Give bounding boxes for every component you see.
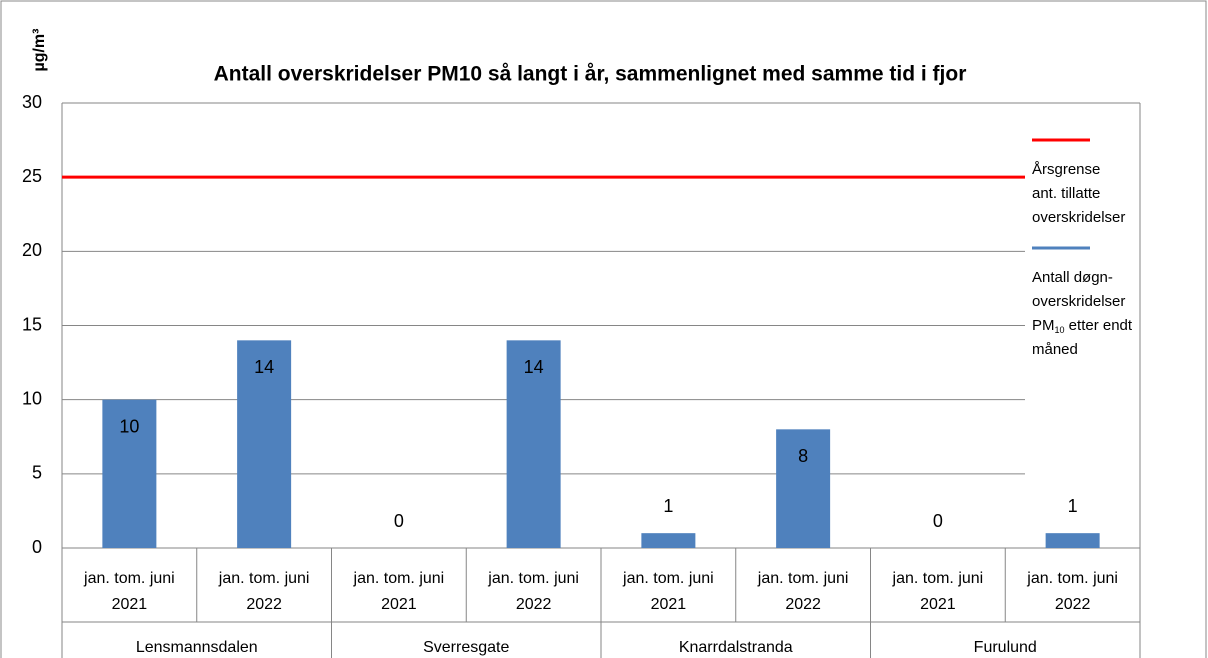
legend-label-part: PM xyxy=(1032,317,1055,334)
group-label: Furulund xyxy=(974,639,1037,656)
bar xyxy=(102,399,157,548)
x-tick-label: 2021 xyxy=(381,596,417,613)
y-tick-label: 10 xyxy=(22,388,42,408)
legend-label-sub: 10 xyxy=(1055,325,1065,335)
data-label: 8 xyxy=(798,446,808,466)
y-tick-label: 15 xyxy=(22,314,42,334)
data-label: 10 xyxy=(119,416,139,436)
y-tick-label: 25 xyxy=(22,166,42,186)
legend-label: PM10 etter endt xyxy=(1032,317,1133,335)
y-tick-label: 30 xyxy=(22,92,42,112)
bar xyxy=(641,533,696,548)
data-label: 0 xyxy=(394,511,404,531)
x-tick-label: jan. tom. juni xyxy=(83,570,175,587)
y-axis-label: µg/m³ xyxy=(31,29,48,72)
legend-label: overskridelser xyxy=(1032,209,1125,226)
legend-label: ant. tillatte xyxy=(1032,185,1100,202)
bar xyxy=(776,429,831,548)
x-tick-label: jan. tom. juni xyxy=(353,570,445,587)
y-tick-label: 0 xyxy=(32,537,42,557)
bar xyxy=(1045,533,1100,548)
x-tick-label: jan. tom. juni xyxy=(487,570,579,587)
x-tick-label: 2022 xyxy=(516,596,552,613)
data-label: 0 xyxy=(933,511,943,531)
legend-label: Årsgrense xyxy=(1032,161,1100,178)
data-label: 1 xyxy=(1068,496,1078,516)
data-label: 14 xyxy=(254,357,274,377)
x-tick-label: jan. tom. juni xyxy=(622,570,714,587)
y-tick-label: 20 xyxy=(22,240,42,260)
x-tick-label: 2021 xyxy=(112,596,148,613)
x-tick-label: 2022 xyxy=(246,596,282,613)
x-tick-label: 2022 xyxy=(785,596,821,613)
group-label: Sverresgate xyxy=(423,639,509,656)
chart-title: Antall overskridelser PM10 så langt i år… xyxy=(214,63,967,86)
legend-label: måned xyxy=(1032,341,1078,358)
data-label: 14 xyxy=(524,357,544,377)
group-label: Knarrdalstranda xyxy=(679,639,793,656)
bar xyxy=(506,340,561,548)
legend-label: Antall døgn- xyxy=(1032,269,1113,286)
x-tick-label: jan. tom. juni xyxy=(218,570,310,587)
legend-label-part: etter endt xyxy=(1065,317,1133,334)
bar xyxy=(237,340,292,548)
x-tick-label: 2021 xyxy=(651,596,687,613)
x-tick-label: jan. tom. juni xyxy=(757,570,849,587)
x-tick-label: jan. tom. juni xyxy=(892,570,984,587)
x-tick-label: 2021 xyxy=(920,596,956,613)
group-label: Lensmannsdalen xyxy=(136,639,258,656)
data-label: 1 xyxy=(663,496,673,516)
x-tick-label: 2022 xyxy=(1055,596,1091,613)
legend-label: overskridelser xyxy=(1032,293,1125,310)
y-tick-label: 5 xyxy=(32,463,42,483)
x-tick-label: jan. tom. juni xyxy=(1026,570,1118,587)
